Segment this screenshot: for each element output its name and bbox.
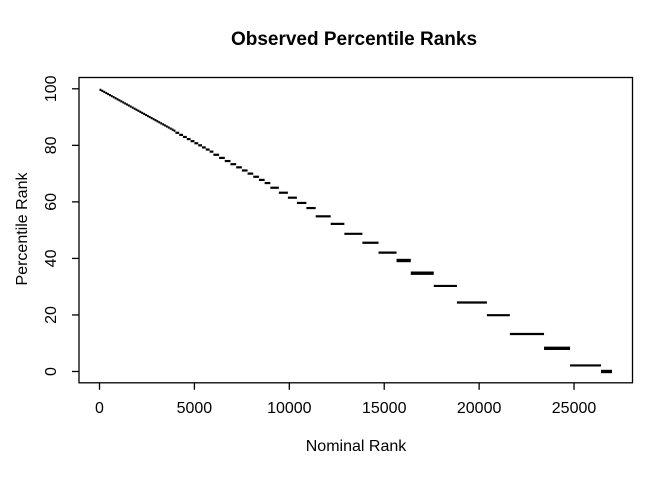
y-tick-label: 80 <box>43 136 60 154</box>
x-tick-label: 15000 <box>362 400 407 417</box>
y-tick-label: 40 <box>43 249 60 267</box>
y-tick-label: 60 <box>43 193 60 211</box>
data-series <box>99 88 612 374</box>
x-axis-label: Nominal Rank <box>306 438 407 455</box>
x-tick-label: 25000 <box>552 400 597 417</box>
y-tick-label: 20 <box>43 306 60 324</box>
x-axis: 0 5000 10000 15000 20000 25000 <box>95 382 597 417</box>
x-tick-label: 20000 <box>457 400 502 417</box>
chart-title: Observed Percentile Ranks <box>231 29 477 50</box>
x-tick-label: 10000 <box>267 400 312 417</box>
x-tick-label: 5000 <box>177 400 213 417</box>
plot-box <box>78 76 634 384</box>
x-tick-label: 0 <box>95 400 104 417</box>
y-axis-label: Percentile Rank <box>14 172 31 286</box>
y-axis: 0 20 40 60 80 100 <box>43 75 79 376</box>
y-tick-label: 100 <box>43 75 60 102</box>
y-tick-label: 0 <box>43 367 60 376</box>
